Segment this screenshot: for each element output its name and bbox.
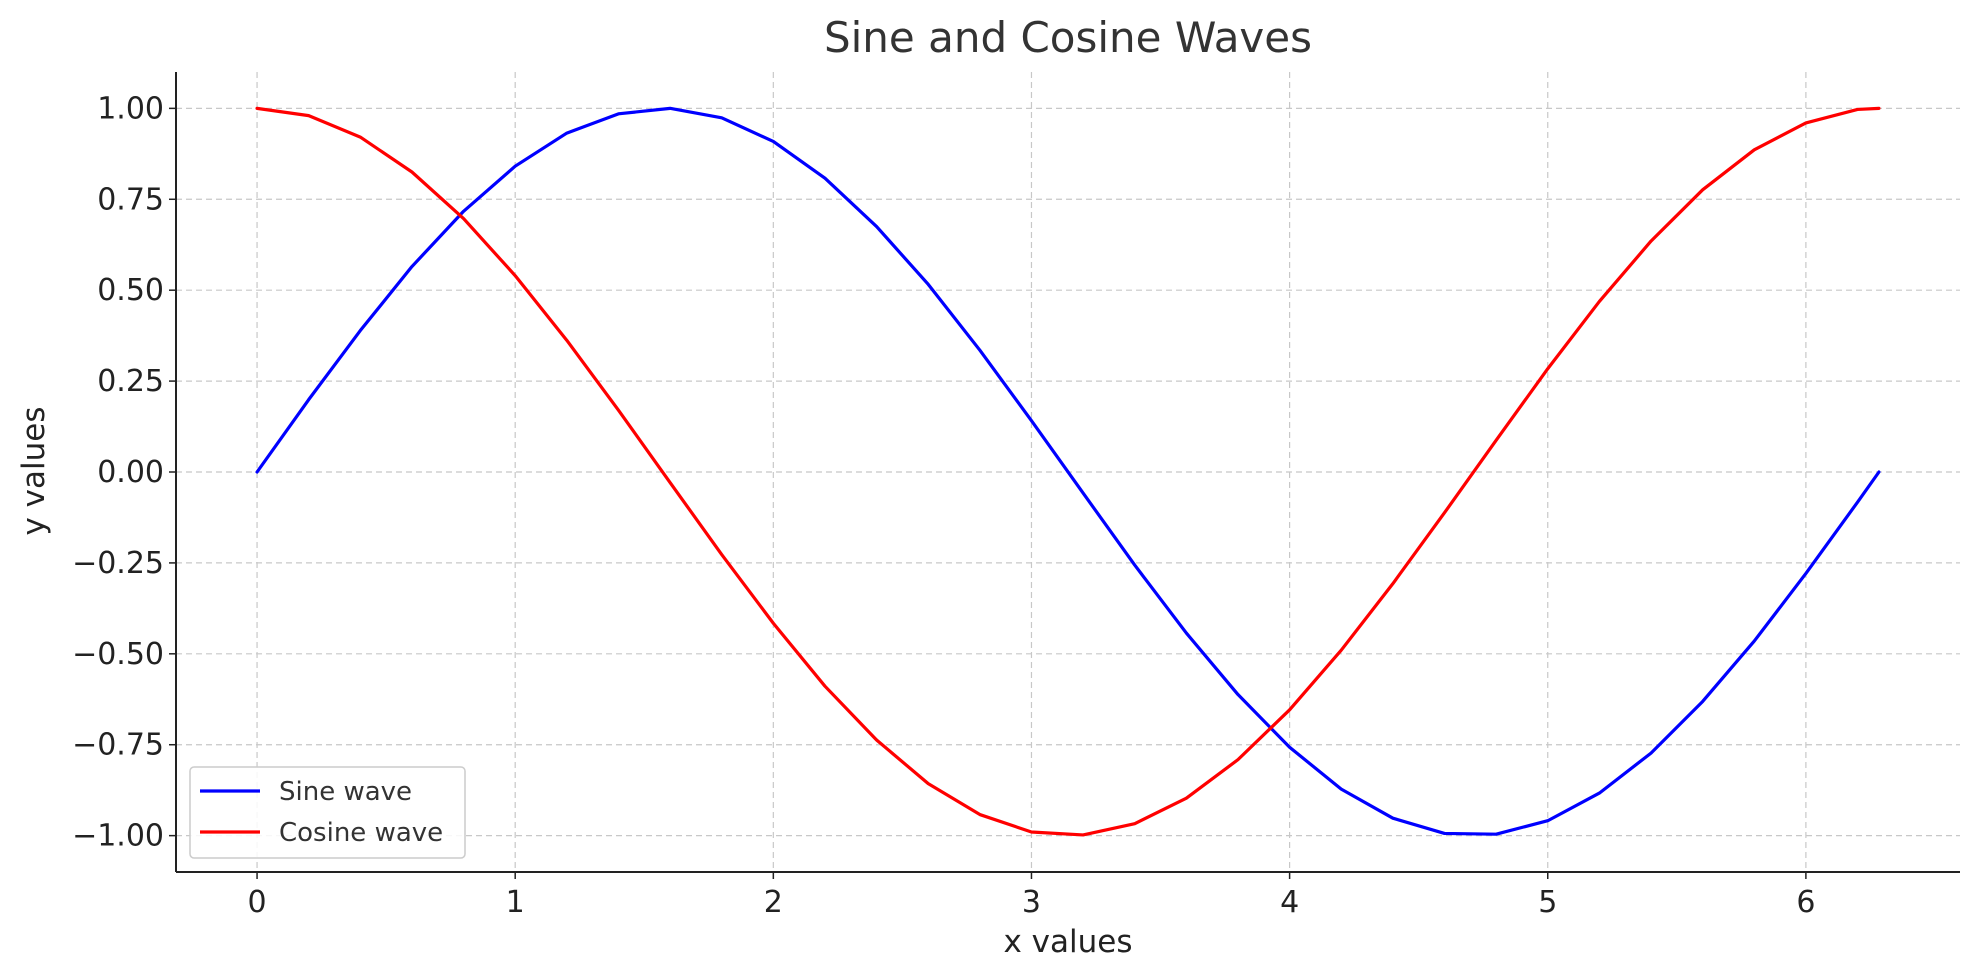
- y-tick-label: −0.25: [72, 546, 164, 581]
- legend: Sine wave Cosine wave: [189, 766, 466, 859]
- y-tick-label: −0.50: [72, 637, 164, 672]
- legend-label-cosine: Cosine wave: [279, 818, 443, 848]
- x-axis-label: x values: [1003, 924, 1132, 960]
- x-tick-label: 5: [1538, 885, 1557, 920]
- cosine-wave-line: [255, 106, 1881, 837]
- y-tick-label: 0.25: [97, 364, 164, 399]
- sine-wave-line: [255, 106, 1881, 836]
- x-tick-label: 3: [1022, 885, 1041, 920]
- tick-labels: 0 1 2 3 4 5 6 1.00 0.75 0.50 0.25 0.00 −0.25 −0.50 −0.…: [72, 91, 1815, 920]
- series-lines: [255, 106, 1881, 837]
- y-tick-label: 0.75: [97, 182, 164, 217]
- chart-title: Sine and Cosine Waves: [824, 13, 1312, 62]
- y-tick-label: −1.00: [72, 819, 164, 854]
- y-tick-label: 0.50: [97, 273, 164, 308]
- x-tick-label: 1: [506, 885, 525, 920]
- y-tick-label: 1.00: [97, 91, 164, 126]
- x-tick-label: 4: [1280, 885, 1299, 920]
- y-tick-label: −0.75: [72, 728, 164, 763]
- x-tick-label: 2: [764, 885, 783, 920]
- y-axis-label: y values: [16, 406, 52, 535]
- x-tick-label: 6: [1796, 885, 1815, 920]
- y-tick-label: 0.00: [97, 455, 164, 490]
- legend-label-sine: Sine wave: [279, 777, 412, 807]
- x-tick-label: 0: [248, 885, 267, 920]
